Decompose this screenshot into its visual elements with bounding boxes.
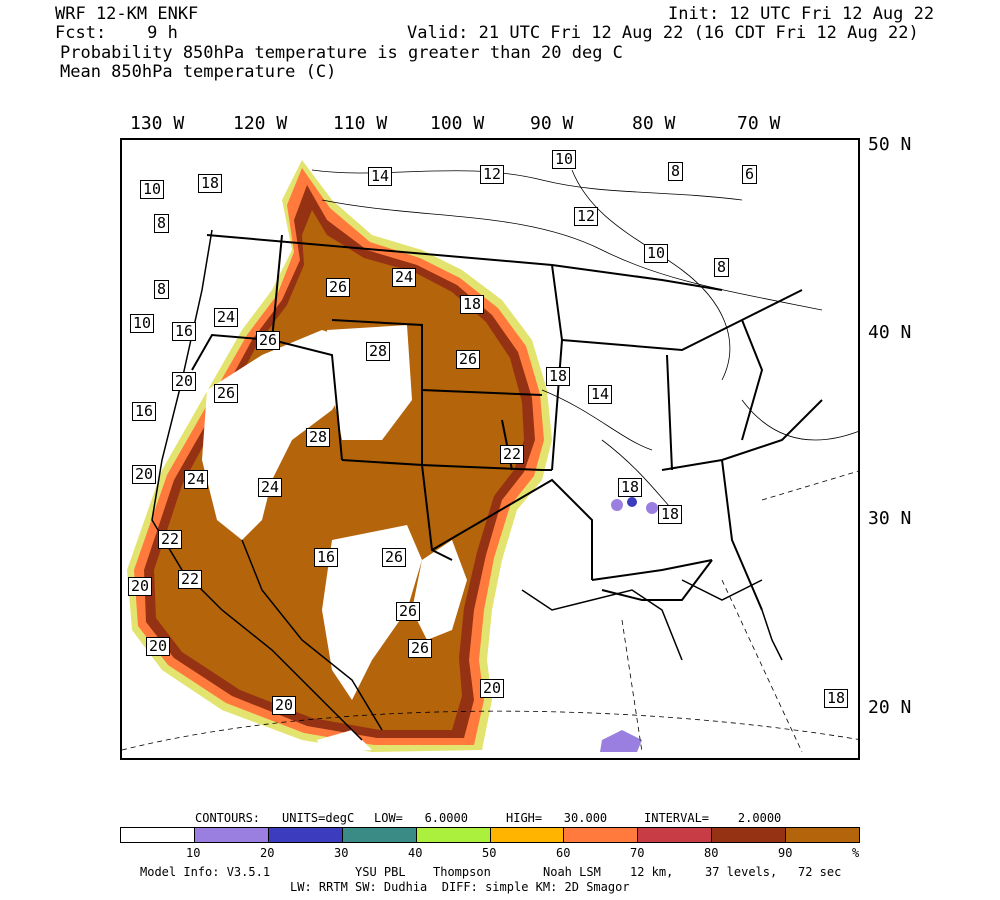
- colorbar-tick: 80: [704, 846, 719, 860]
- contour-label: 18: [658, 505, 683, 524]
- valid-time: Valid: 21 UTC Fri 12 Aug 22 (16 CDT Fri …: [407, 23, 919, 43]
- contour-title: Mean 850hPa temperature (C): [60, 62, 337, 82]
- contour-label: 26: [382, 548, 407, 567]
- map-panel: 10 18 8 14 12 10 8 6 12 10 8 26 24 18 8 …: [120, 138, 860, 760]
- colorbar-tick: 60: [556, 846, 571, 860]
- contour-label: 18: [460, 295, 485, 314]
- model-title: WRF 12-KM ENKF: [55, 4, 199, 24]
- graticule: [122, 470, 858, 753]
- lon-label: 80 W: [632, 113, 676, 134]
- model-info-pbl: YSU PBL: [355, 865, 406, 879]
- colorbar-segment-1: [194, 828, 269, 842]
- contour-label: 20: [128, 577, 153, 596]
- forecast-hour: Fcst: 9 h: [55, 23, 178, 43]
- lon-label: 90 W: [530, 113, 574, 134]
- lon-label: 100 W: [430, 113, 485, 134]
- lat-label: 20 N: [868, 697, 912, 718]
- contour-label: 26: [256, 331, 281, 350]
- colorbar-tick: 50: [482, 846, 497, 860]
- colorbar-segment-8: [712, 828, 787, 842]
- contour-label: 16: [314, 548, 339, 567]
- probability-colorbar: [120, 827, 860, 843]
- model-info-timestep: 72 sec: [798, 865, 842, 879]
- contour-label: 24: [184, 470, 209, 489]
- model-info-levels: 37 levels,: [705, 865, 778, 879]
- contours-high: HIGH= 30.000: [506, 811, 608, 825]
- contour-label: 18: [546, 367, 571, 386]
- colorbar-segment-2: [268, 828, 343, 842]
- contour-label: 28: [366, 342, 391, 361]
- colorbar-tick: 70: [630, 846, 645, 860]
- contour-label: 10: [130, 314, 155, 333]
- contour-label: 8: [714, 258, 730, 277]
- contour-label: 8: [668, 162, 684, 181]
- lat-label: 50 N: [868, 134, 912, 155]
- lon-label: 120 W: [233, 113, 288, 134]
- colorbar-segment-3: [342, 828, 417, 842]
- model-info-microphysics: Thompson: [433, 865, 491, 879]
- field-title: Probability 850hPa temperature is greate…: [60, 43, 623, 63]
- colorbar-segment-0: [121, 828, 195, 842]
- lat-label: 30 N: [868, 508, 912, 529]
- colorbar-tick: 90: [778, 846, 793, 860]
- contours-units: UNITS=degC: [282, 811, 355, 825]
- contour-label: 6: [742, 165, 758, 184]
- probability-fill: [127, 160, 658, 752]
- contour-label: 26: [326, 278, 351, 297]
- contour-label: 10: [140, 180, 165, 199]
- contour-label: 28: [306, 428, 331, 447]
- contour-label: 10: [552, 150, 577, 169]
- model-info-physics: LW: RRTM SW: Dudhia DIFF: simple KM: 2D …: [290, 880, 630, 894]
- lon-label: 130 W: [130, 113, 185, 134]
- contour-label: 16: [172, 322, 197, 341]
- contour-label: 26: [456, 350, 481, 369]
- contour-label: 22: [178, 570, 203, 589]
- contour-label: 12: [480, 165, 505, 184]
- contour-label: 26: [214, 384, 239, 403]
- contour-label: 10: [644, 244, 669, 263]
- colorbar-tick: 40: [408, 846, 423, 860]
- contours-heading: CONTOURS:: [195, 811, 261, 825]
- model-info-resolution: 12 km,: [630, 865, 674, 879]
- contour-label: 8: [154, 214, 170, 233]
- contour-label: 22: [158, 530, 183, 549]
- contour-label: 8: [154, 280, 170, 299]
- map-graphic: [122, 160, 858, 753]
- colorbar-segment-7: [638, 828, 713, 842]
- colorbar-tick: 10: [186, 846, 201, 860]
- colorbar-tick: %: [852, 846, 860, 860]
- contour-label: 22: [500, 445, 525, 464]
- contour-label: 24: [214, 308, 239, 327]
- colorbar-segment-6: [564, 828, 639, 842]
- contour-label: 20: [132, 465, 157, 484]
- contour-label: 26: [408, 639, 433, 658]
- contour-label: 20: [172, 372, 197, 391]
- lon-label: 70 W: [737, 113, 781, 134]
- contours-low: LOW= 6.0000: [374, 811, 468, 825]
- colorbar-segment-4: [416, 828, 491, 842]
- contour-label: 18: [618, 478, 643, 497]
- colorbar-tick: 20: [260, 846, 275, 860]
- model-info-version: Model Info: V3.5.1: [140, 865, 271, 879]
- contour-label: 12: [574, 207, 599, 226]
- contour-label: 14: [368, 167, 393, 186]
- model-info-lsm: Noah LSM: [543, 865, 601, 879]
- colorbar-tick: 30: [334, 846, 349, 860]
- contour-label: 16: [132, 402, 157, 421]
- contour-label: 20: [146, 637, 171, 656]
- contour-label: 14: [588, 385, 613, 404]
- contour-label: 24: [258, 478, 283, 497]
- contour-label: 20: [272, 696, 297, 715]
- contour-label: 20: [480, 679, 505, 698]
- lat-label: 40 N: [868, 322, 912, 343]
- colorbar-segment-5: [490, 828, 565, 842]
- init-time: Init: 12 UTC Fri 12 Aug 22: [668, 4, 935, 24]
- lon-label: 110 W: [333, 113, 388, 134]
- contour-label: 26: [396, 602, 421, 621]
- colorbar-segment-9: [786, 828, 860, 842]
- contour-label: 18: [198, 174, 223, 193]
- contour-label: 18: [824, 689, 849, 708]
- contour-label: 24: [392, 268, 417, 287]
- contours-interval: INTERVAL= 2.0000: [644, 811, 782, 825]
